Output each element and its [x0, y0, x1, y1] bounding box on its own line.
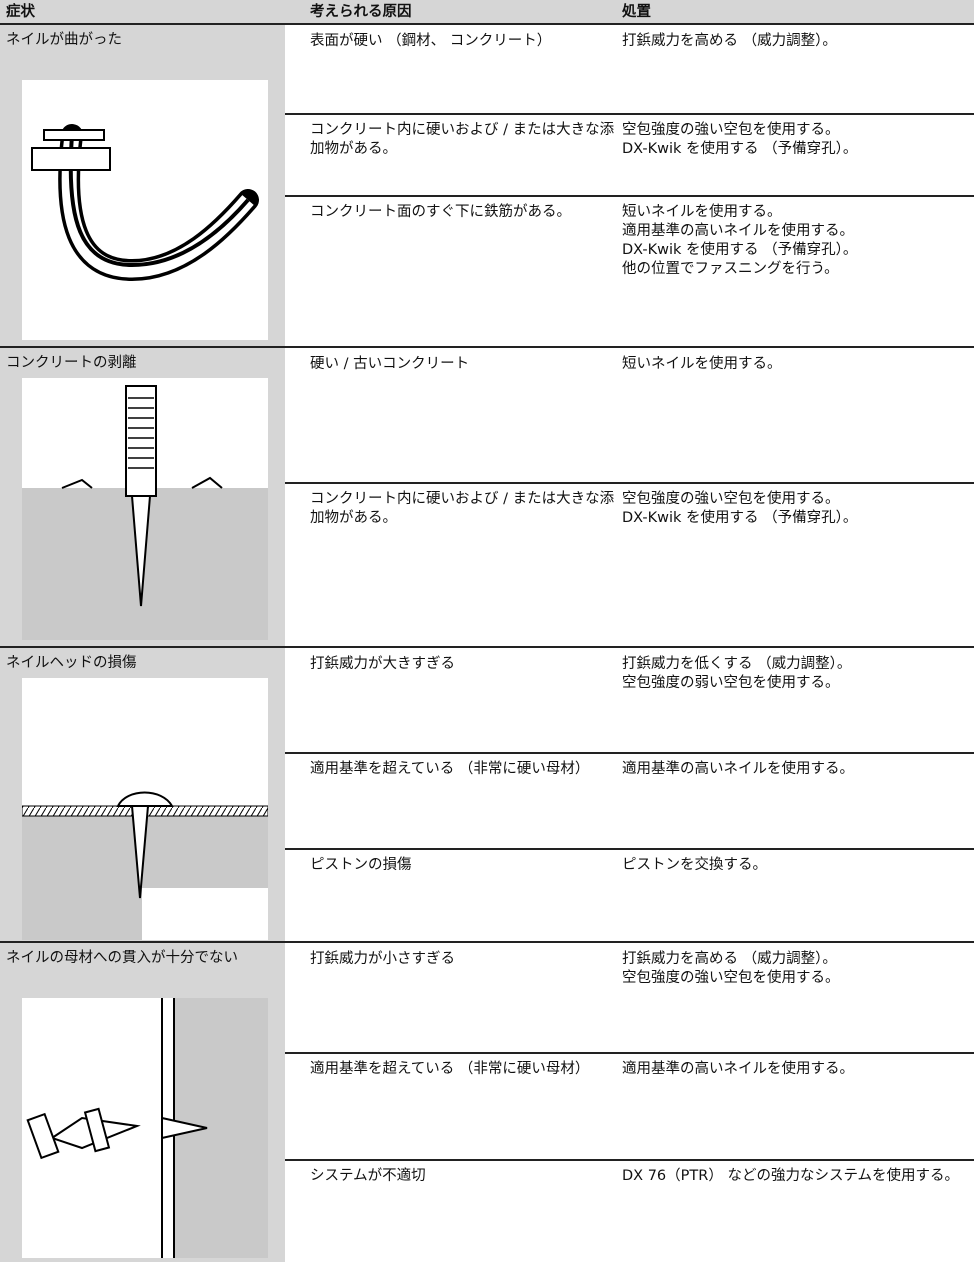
cause: コンクリート面のすぐ下に鉄筋がある。 — [310, 204, 571, 220]
header-cell: 処置 — [622, 4, 651, 20]
cause: 適用基準を超えている （非常に硬い母材） — [310, 1061, 590, 1077]
symptom: コンクリートの剥離 — [6, 355, 137, 371]
remedy: ピストンを交換する。 — [622, 857, 767, 873]
remedy: 適用基準の高いネイルを使用する。 — [622, 761, 854, 777]
remedy: 適用基準の高いネイルを使用する。 — [622, 1061, 854, 1077]
cause: コンクリート内に硬いおよび / または大きな添加物がある。 — [310, 122, 615, 157]
header-cell: 考えられる原因 — [310, 4, 412, 20]
sub-rule — [285, 1052, 974, 1054]
row-rule — [0, 346, 974, 348]
row-rule — [0, 646, 974, 648]
header-rule — [0, 23, 974, 25]
sub-rule — [285, 848, 974, 850]
remedy: DX-Kwik を使用する （予備穿孔）。 — [622, 242, 858, 258]
cause: 表面が硬い （鋼材、 コンクリート） — [310, 33, 552, 49]
remedy: 打鋲威力を高める （威力調整）。 — [622, 951, 837, 967]
remedy: 空包強度の強い空包を使用する。 — [622, 491, 840, 507]
remedy: 適用基準の高いネイルを使用する。 — [622, 223, 854, 239]
header-cell: 症状 — [6, 4, 35, 20]
sub-rule — [285, 113, 974, 115]
remedy: 空包強度の強い空包を使用する。 — [622, 122, 840, 138]
sub-rule — [285, 195, 974, 197]
cause: 適用基準を超えている （非常に硬い母材） — [310, 761, 590, 777]
remedy: DX 76（PTR） などの強力なシステムを使用する。 — [622, 1168, 960, 1184]
remedy: DX-Kwik を使用する （予備穿孔）。 — [622, 510, 858, 526]
illustration-spalling — [22, 378, 268, 640]
remedy: 打鋲威力を低くする （威力調整）。 — [622, 656, 852, 672]
symptom: ネイルが曲がった — [6, 32, 122, 48]
remedy: 空包強度の弱い空包を使用する。 — [622, 675, 840, 691]
remedy: 短いネイルを使用する。 — [622, 356, 782, 372]
sub-rule — [285, 1159, 974, 1161]
remedy: 短いネイルを使用する。 — [622, 204, 782, 220]
sub-rule — [285, 752, 974, 754]
cause: ピストンの損傷 — [310, 857, 412, 873]
cause: 打鋲威力が大きすぎる — [310, 656, 455, 672]
row-rule — [0, 941, 974, 943]
cause: コンクリート内に硬いおよび / または大きな添加物がある。 — [310, 491, 615, 526]
illustration-damaged-head — [22, 678, 268, 940]
sub-rule — [285, 482, 974, 484]
cause: 打鋲威力が小さすぎる — [310, 951, 455, 967]
remedy: 他の位置でファスニングを行う。 — [622, 261, 839, 277]
illustration-bent-nail — [22, 80, 268, 340]
remedy: DX-Kwik を使用する （予備穿孔）。 — [622, 141, 858, 157]
cause: 硬い / 古いコンクリート — [310, 356, 470, 372]
illustration-insufficient-penetration — [22, 998, 268, 1258]
header-bg — [0, 0, 974, 24]
remedy: 空包強度の強い空包を使用する。 — [622, 970, 840, 986]
symptom: ネイルヘッドの損傷 — [6, 655, 137, 671]
cause: システムが不適切 — [310, 1168, 426, 1184]
remedy: 打鋲威力を高める （威力調整）。 — [622, 33, 837, 49]
symptom: ネイルの母材への貫入が十分でない — [6, 950, 238, 966]
